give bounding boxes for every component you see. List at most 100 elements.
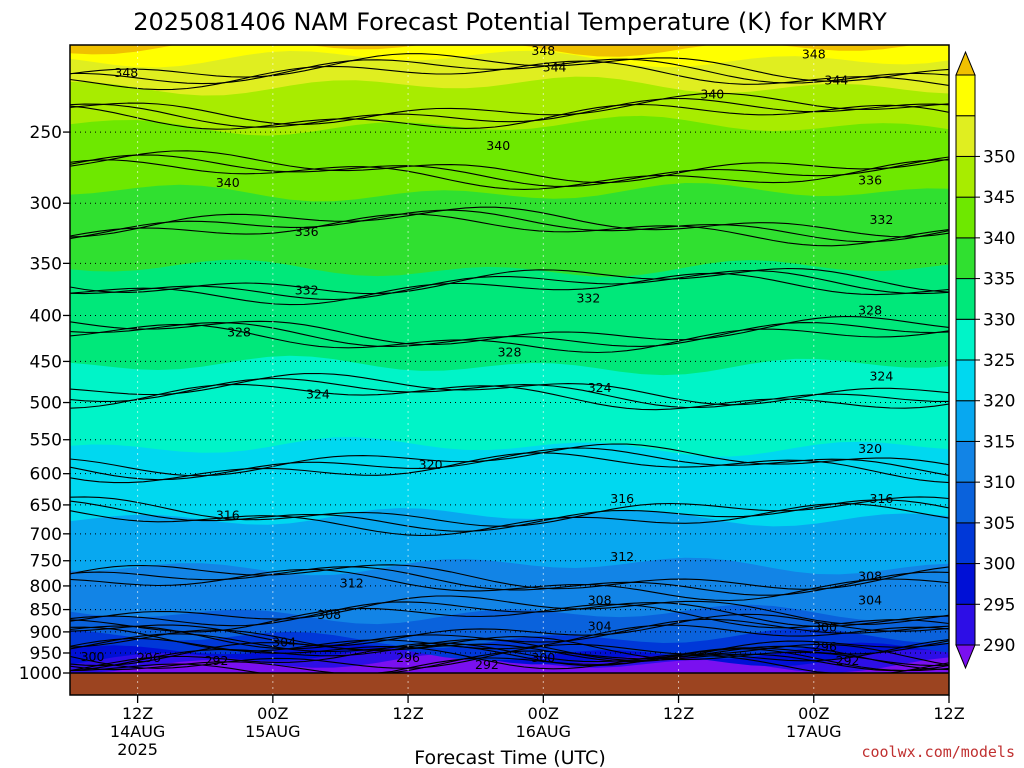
contour-label: 312: [340, 575, 364, 590]
y-tick-label: 250: [30, 123, 62, 143]
contour-label-text: 332: [295, 282, 319, 297]
y-tick-label: 550: [30, 431, 62, 451]
contour-line: [70, 150, 949, 184]
contour-line: [70, 322, 949, 348]
colorbar-tick-label: 305: [983, 514, 1015, 534]
colorbar-tick-label: 315: [983, 432, 1015, 452]
contour-label: 300: [81, 649, 105, 664]
contour-line: [70, 213, 949, 247]
x-tick-label: 00Z: [257, 704, 288, 723]
colorbar-segment: [955, 318, 976, 361]
y-axis: 2503003504004505005506006507007508008509…: [19, 123, 70, 684]
contour-label-text: 292: [205, 653, 229, 668]
colorbar-tick-label: 345: [983, 188, 1015, 208]
x-tick-label: 16AUG: [516, 722, 571, 741]
contour-label: 336: [858, 172, 882, 187]
contour-line: [70, 154, 949, 187]
contour-line: [70, 645, 949, 674]
contour-label: 320: [858, 441, 882, 456]
contour-label-text: 300: [531, 650, 555, 665]
plot-area: 348 348 348 344 344 340 340 340 336 336 332 332 332 3…: [70, 43, 949, 695]
colorbar-segment: [955, 603, 976, 646]
colorbar-segment: [955, 563, 976, 605]
y-tick-label: 850: [30, 601, 62, 621]
contour-line: [70, 638, 949, 670]
colorbar-segment: [955, 278, 976, 320]
contour-line: [70, 499, 949, 532]
contour-line: [70, 98, 949, 128]
x-tick-label: 2025: [117, 740, 158, 759]
contour-label-text: 348: [802, 47, 826, 62]
contour-label: 344: [543, 60, 567, 75]
contour-line: [70, 496, 949, 527]
contour-label: 316: [216, 508, 240, 523]
contour-label-text: 316: [869, 491, 893, 506]
contour-line: [70, 272, 949, 306]
colorbar-tick-label: 300: [983, 555, 1015, 575]
contour-label-text: 344: [824, 72, 848, 87]
contour-label-text: 348: [531, 43, 555, 58]
contour-line: [70, 636, 949, 667]
colorbar: 290 295 300 305 310 315 320 325 330 335 340 345 350: [955, 50, 1015, 670]
x-tick-label: 00Z: [528, 704, 559, 723]
y-tick-label: 1000: [19, 664, 62, 684]
contour-line: [70, 159, 949, 190]
contour-line: [70, 601, 949, 627]
contour-line: [70, 443, 949, 477]
x-tick-label: 15AUG: [245, 722, 300, 741]
y-tick-label: 450: [30, 352, 62, 372]
contour-label: 340: [486, 138, 510, 153]
contour-label: 316: [610, 491, 634, 506]
contour-line: [70, 60, 949, 91]
colorbar-tick-label: 310: [983, 473, 1015, 493]
contour-label: 328: [498, 345, 522, 360]
plot-frame: [69, 44, 950, 696]
y-tick-label: 600: [30, 465, 62, 485]
colorbar-segment: [955, 481, 976, 524]
contour-label: 348: [802, 47, 826, 62]
contour-label-text: 324: [306, 387, 330, 402]
contour-label-text: 304: [858, 592, 882, 607]
contour-label: 324: [306, 387, 330, 402]
ground-surface: [70, 673, 949, 695]
color-fill-bands: [70, 45, 949, 683]
colorbar-tick-label: 335: [983, 270, 1015, 290]
contour-label: 328: [858, 303, 882, 318]
y-tick-label: 300: [30, 194, 62, 214]
x-tick-label: 12Z: [933, 704, 964, 723]
contour-line: [70, 618, 949, 650]
contour-label: 304: [858, 592, 882, 607]
contour-label-text: 308: [588, 592, 612, 607]
contour-line: [70, 642, 949, 674]
contour-label-text: 320: [419, 457, 443, 472]
contour-line: [70, 629, 949, 663]
contour-line: [70, 566, 949, 596]
colorbar-segment: [955, 155, 976, 198]
contour-label: 292: [836, 653, 860, 668]
contour-label: 348: [114, 65, 138, 80]
contour-label-text: 324: [588, 380, 612, 395]
contour-label: 296: [396, 650, 420, 665]
contour-label-text: 340: [700, 86, 724, 101]
contour-lines: [70, 53, 949, 674]
contour-label-text: 308: [858, 569, 882, 584]
contour-label-text: 332: [576, 291, 600, 306]
contour-label-text: 340: [216, 175, 240, 190]
colorbar-segment: [955, 359, 976, 402]
contour-label-text: 332: [869, 212, 893, 227]
contour-line: [70, 595, 949, 626]
contour-label-text: 296: [813, 639, 837, 654]
gridlines: [70, 45, 949, 695]
x-tick-label: 12Z: [392, 704, 423, 723]
credit-text: coolwx.com/models: [861, 743, 1015, 761]
y-tick-label: 650: [30, 496, 62, 516]
x-tick-label: 12Z: [663, 704, 694, 723]
contour-label: 292: [475, 657, 499, 672]
colorbar-segment: [955, 115, 976, 157]
contour-line: [70, 383, 949, 411]
contour-label-text: 328: [498, 345, 522, 360]
contour-label-text: 336: [295, 224, 319, 239]
contour-label-text: 312: [610, 549, 634, 564]
colorbar-tick-label: 290: [983, 636, 1015, 656]
